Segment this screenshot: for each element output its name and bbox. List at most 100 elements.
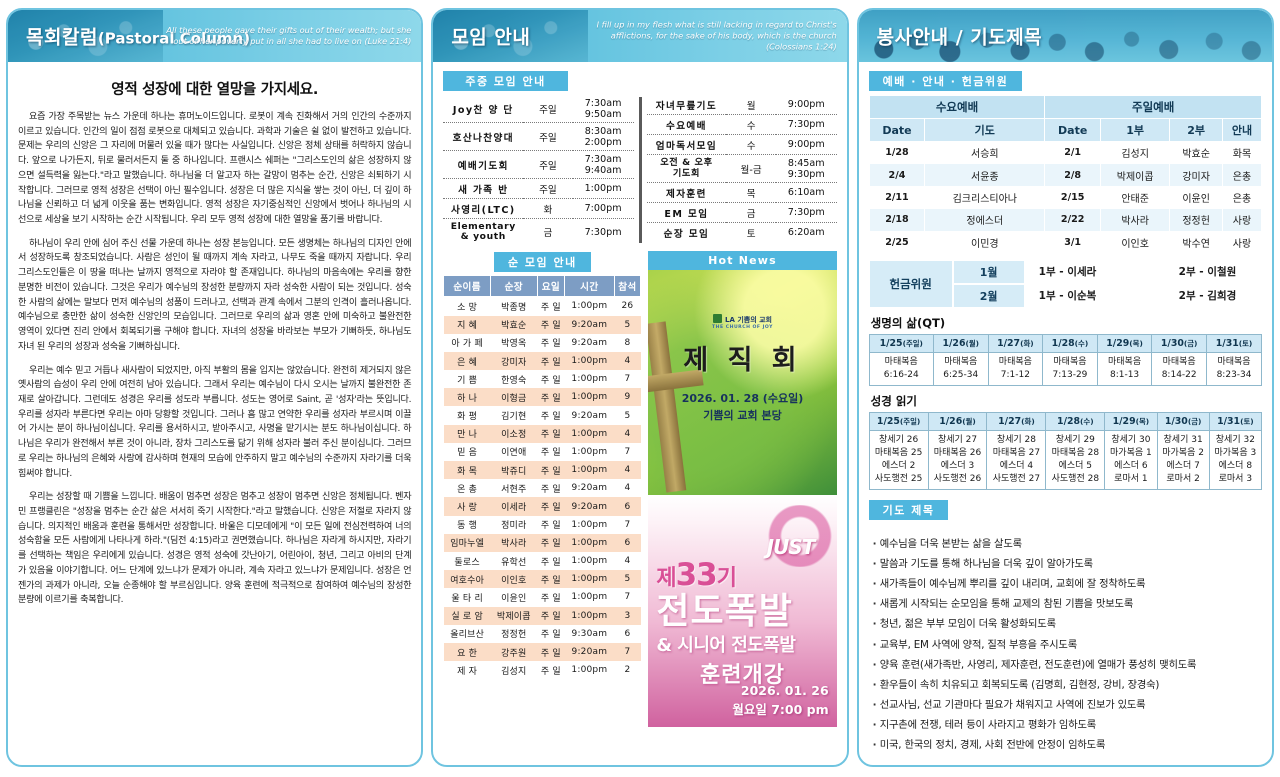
col-header-service2: 2부: [1169, 118, 1223, 142]
meeting-time: 1:00pm: [571, 301, 608, 312]
prayer-topic-item: 새가족들이 예수님께 뿌리를 깊이 내리며, 교회에 잘 정착하도록: [873, 574, 1262, 594]
header-weekday: (토): [1238, 338, 1253, 348]
date-header: 1/31(토): [1208, 411, 1262, 431]
leader-name: 이소정: [490, 424, 538, 443]
meeting-name: 호산나찬양대: [443, 122, 524, 152]
prayer-topic-item: 청년, 젊은 부부 모임이 더욱 활성화되도록: [873, 614, 1262, 634]
attendance-count: 6: [614, 497, 641, 516]
attendance-count: 4: [624, 483, 631, 494]
attendance-count: 4: [624, 556, 631, 567]
attendance-count: 4: [614, 461, 641, 480]
sun-date: 3/1: [1044, 230, 1101, 254]
leader-name: 한영숙: [501, 375, 527, 386]
article-body: 요즘 가장 주목받는 뉴스 가운데 하나는 휴머노이드입니다. 로봇이 계속 진…: [18, 110, 412, 608]
pastoral-title-en: (Pastoral Column): [97, 29, 251, 48]
meeting-time: 9:20am: [571, 483, 608, 494]
poster-evangelism-date: 2026. 01. 26: [740, 682, 829, 698]
attendance-count: 8: [624, 337, 631, 348]
attendance-count: 6: [614, 533, 641, 552]
attendance-count: 26: [621, 301, 634, 312]
table-row: Joy찬 양 단 주일 7:30am 9:50am: [443, 95, 634, 124]
wed-date: 2/11: [868, 185, 926, 210]
meeting-time: 1:00pm: [564, 533, 615, 552]
leader-name: 강미자: [490, 351, 538, 371]
leader-name: 김기현: [501, 412, 527, 423]
service2-name: 강미자: [1169, 163, 1223, 187]
cellgroup-table: 순이름 순장 요일 시간 참석 소 망 박종명 주 일 1:00pm 26 지 혜 박효순 주…: [443, 275, 642, 679]
group-name: 기 쁨: [457, 375, 478, 386]
group-name: 둘로스: [454, 557, 480, 568]
poster-evangelism-sub1: & 시니어 전도폭발: [656, 635, 796, 657]
service1-name: 박제이콥: [1099, 163, 1171, 187]
table-row: 동 행 정미라 주 일 1:00pm 7: [444, 516, 641, 534]
meeting-title: 모임 안내: [451, 26, 531, 49]
group-name: 화 평: [457, 412, 478, 423]
offering-row: 2월 1부 - 이순복 2부 - 김희경: [952, 283, 1262, 308]
date-header: 1/26(월): [932, 333, 989, 353]
meeting-time: 9:20am: [571, 337, 608, 348]
service-prayer-body: 예배 · 안내 · 헌금위원 수요예배 주일예배 Date 기도 Date 1부…: [859, 62, 1272, 765]
meeting-name: 오전 & 오후 기도회: [646, 154, 727, 184]
weekly-meeting-tables: Joy찬 양 단 주일 7:30am 9:50am 호산나찬양대 주일 8:30…: [443, 95, 837, 246]
table-row: 자녀무릎기도 월 9:00pm: [646, 95, 837, 115]
header-weekday: (토): [1240, 416, 1254, 426]
table-row: 소 망 박종명 주 일 1:00pm 26: [444, 297, 641, 316]
offering-row: 1월 1부 - 이세라 2부 - 이철원: [952, 259, 1262, 284]
prayer-topic-list: 예수님을 더욱 본받는 삶을 살도록말씀과 기도를 통해 하나님을 더욱 깊이 …: [869, 534, 1262, 755]
logo-text-en: THE CHURCH OF JOY: [712, 325, 773, 331]
header-weekday: (월): [962, 416, 976, 426]
table-row: 올리브산 정정헌 주 일 9:30am 6: [444, 625, 641, 643]
meeting-time: 1:00pm: [571, 665, 608, 676]
qt-passage: 마태복음 6:25-34: [932, 351, 989, 386]
pastoral-title-ko: 목회칼럼: [26, 26, 98, 49]
col-header-service1: 1부: [1099, 118, 1171, 142]
weekly-meeting-table-left: Joy찬 양 단 주일 7:30am 9:50am 호산나찬양대 주일 8:30…: [443, 95, 634, 246]
qt-passage: 마태복음 6:16-24: [868, 351, 934, 386]
poster-jikhoe[interactable]: LA 기쁨의 교회 THE CHURCH OF JOY 제 직 회 2026. …: [648, 270, 837, 496]
header-date: 1/27: [998, 415, 1022, 427]
meeting-time: 1:00pm: [572, 178, 634, 200]
meeting-time: 7:30pm: [584, 226, 622, 238]
header-weekday: (수): [1080, 416, 1094, 426]
prayer-topic-item: 말씀과 기도를 통해 하나님을 더욱 깊이 알아가도록: [873, 554, 1262, 574]
attendance-count: 2: [624, 665, 631, 676]
attendance-count: 6: [624, 628, 631, 639]
attendance-count: 4: [614, 424, 641, 443]
header-date: 1/28: [1057, 415, 1081, 427]
meeting-time: 1:00pm: [564, 424, 615, 443]
table-row: 수요예배 수 7:30pm: [646, 114, 837, 135]
attendance-count: 7: [614, 642, 641, 662]
bible-passage: 창세기 28 마태복음 27 에스더 4 사도행전 27: [986, 429, 1047, 491]
table-row: 예배기도회 주일 7:30am 9:40am: [443, 150, 634, 180]
leader-name: 서현주: [501, 484, 527, 495]
bible-passage: 창세기 29 마태복음 28 에스더 5 사도행전 28: [1045, 429, 1106, 491]
meeting-day: 주 일: [540, 557, 561, 568]
meeting-time: 7:30am 9:50am: [572, 95, 634, 124]
group-name: 은 혜: [443, 351, 491, 371]
prayer-topic-item: 미국, 한국의 정치, 경제, 사회 전반에 안정이 임하도록: [873, 735, 1262, 755]
poster-evangelism-time: 월요일 7:00 pm: [732, 701, 829, 717]
meeting-banner-verse: I fill up in my flesh what is still lack…: [596, 19, 837, 52]
poster-evangelism[interactable]: JUST 제33기 전도폭발 & 시니어 전도폭발 훈련개강 2026. 01.…: [648, 495, 837, 728]
table-row: 화 목 박쥬디 주 일 1:00pm 4: [443, 461, 641, 480]
group-name: 화 목: [443, 461, 491, 480]
qt-title: 생명의 삶(QT): [870, 315, 946, 330]
group-name: 제 자: [457, 666, 478, 677]
table-header-row: 1/25(주일) 1/26(월) 1/27(화) 1/28(수) 1/29(목) 1/30…: [868, 411, 1262, 431]
weekly-meeting-right-col: 자녀무릎기도 월 9:00pm 수요예배 수 7:30pm 엄마독서모임: [646, 95, 837, 245]
date-header: 1/30(금): [1156, 411, 1210, 431]
leader-name: 이세라: [490, 497, 538, 516]
leader-name: 유학선: [501, 557, 527, 568]
date-header: 1/25(주일): [868, 333, 934, 353]
poster-evangelism-when: 2026. 01. 26 월요일 7:00 pm: [732, 682, 828, 720]
term-number: 33: [675, 557, 718, 594]
leader-name: 이인호: [490, 570, 538, 589]
cellgroup-and-news: 순 모임 안내 순이름 순장 요일 시간 참석 소 망 박종명 주 일 1:00p: [443, 251, 837, 728]
bible-passage: 창세기 30 마가복음 1 에스더 6 로마서 1: [1104, 429, 1158, 491]
group-name: 믿 음: [457, 448, 478, 459]
meeting-guide-body: 주중 모임 안내 Joy찬 양 단 주일 7:30am 9:50am 호산나찬양…: [433, 62, 846, 765]
table-row: Elementary & youth 금 7:30pm: [443, 219, 633, 246]
bible-passage: 창세기 26 마태복음 25 에스더 2 사도행전 25: [868, 429, 929, 491]
meeting-time: 9:00pm: [775, 134, 837, 155]
cellgroup-chip: 순 모임 안내: [493, 252, 591, 273]
